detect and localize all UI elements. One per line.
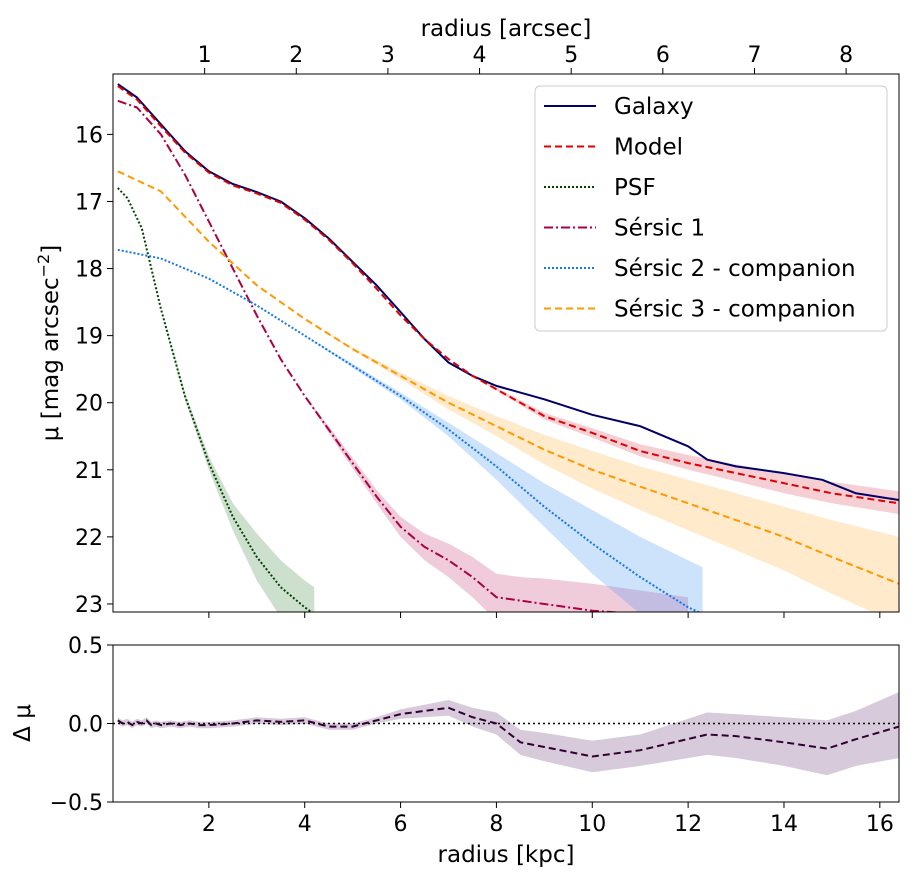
residual-xtick-label: 12	[674, 812, 702, 837]
psf-line	[117, 187, 314, 612]
residual-panel: 0.5 0.0 −0.5 2 4 6 8 10 12 14 16 Δ μ radius [kpc]	[10, 634, 900, 868]
main-axes-frame	[112, 73, 900, 613]
residual-xtick-label: 2	[202, 812, 216, 837]
top-axis-label: radius [arcsec]	[421, 16, 592, 42]
y-label-tail: ]	[38, 245, 64, 254]
legend-label-s-rsic-2-companion: Sérsic 2 - companion	[614, 256, 856, 282]
main-y-ticks: 16 17 18 19 20 21 22 23	[75, 123, 113, 618]
residual-y-axis-label: Δ μ	[10, 704, 36, 742]
main-ytick-label: 16	[75, 123, 103, 148]
legend-label-s-rsic-3-companion: Sérsic 3 - companion	[614, 297, 856, 323]
top-arcsec-ticks: 1 2 3 4 5 6 7 8	[198, 43, 853, 74]
s-rsic-2-companion-band	[117, 249, 703, 612]
residual-line	[117, 706, 899, 758]
s-rsic-2-companion-line	[117, 248, 701, 612]
legend-label-s-rsic-1: Sérsic 1	[614, 216, 705, 242]
model-line	[117, 85, 899, 505]
main-ytick-label: 20	[75, 392, 103, 417]
residual-x-ticks: 2 4 6 8 10 12 14 16	[202, 802, 894, 837]
x-axis-label: radius [kpc]	[438, 842, 575, 868]
y-label-exponent: −2	[34, 254, 53, 278]
top-tick-label: 5	[564, 43, 578, 68]
top-tick-label: 2	[289, 43, 303, 68]
top-tick-label: 6	[656, 43, 670, 68]
residual-xtick-label: 8	[489, 812, 503, 837]
main-ytick-label: 22	[75, 526, 103, 551]
legend-label-psf: PSF	[614, 175, 656, 201]
residual-xtick-label: 4	[298, 812, 312, 837]
main-bottom-ticks	[208, 612, 881, 618]
main-ytick-label: 18	[75, 258, 103, 283]
legend: Galaxy Model PSF Sérsic 1 Sérsic 2 - compani…	[534, 85, 888, 332]
legend-entries: Galaxy Model PSF Sérsic 1 Sérsic 2 - compani…	[544, 94, 856, 323]
legend-label-model: Model	[614, 135, 683, 161]
top-tick-label: 4	[473, 43, 487, 68]
main-ytick-label: 21	[75, 459, 103, 484]
top-tick-label: 8	[839, 43, 853, 68]
residual-xtick-label: 16	[866, 812, 894, 837]
residual-xtick-label: 14	[770, 812, 798, 837]
confidence-bands	[117, 86, 899, 612]
residual-xtick-label: 10	[578, 812, 606, 837]
top-tick-label: 7	[747, 43, 761, 68]
residual-ytick-label: 0.0	[68, 713, 103, 738]
main-y-axis-label: μ [mag arcsec−2]	[34, 245, 64, 441]
residual-ytick-label: 0.5	[68, 634, 103, 659]
s-rsic-3-companion-band	[117, 171, 899, 612]
main-ytick-label: 23	[75, 593, 103, 618]
residual-y-ticks: 0.5 0.0 −0.5	[50, 634, 113, 816]
s-rsic-3-companion-line	[117, 170, 899, 585]
legend-box	[534, 85, 888, 332]
top-tick-label: 1	[198, 43, 212, 68]
top-tick-label: 3	[381, 43, 395, 68]
main-ytick-label: 19	[75, 325, 103, 350]
legend-label-galaxy: Galaxy	[614, 94, 694, 120]
residual-xtick-label: 6	[394, 812, 408, 837]
y-label-main: μ [mag arcsec	[38, 277, 64, 441]
main-ytick-label: 17	[75, 190, 103, 215]
profile-lines	[117, 83, 899, 612]
residual-ytick-label: −0.5	[50, 791, 103, 816]
residual-line-layer	[117, 706, 899, 758]
